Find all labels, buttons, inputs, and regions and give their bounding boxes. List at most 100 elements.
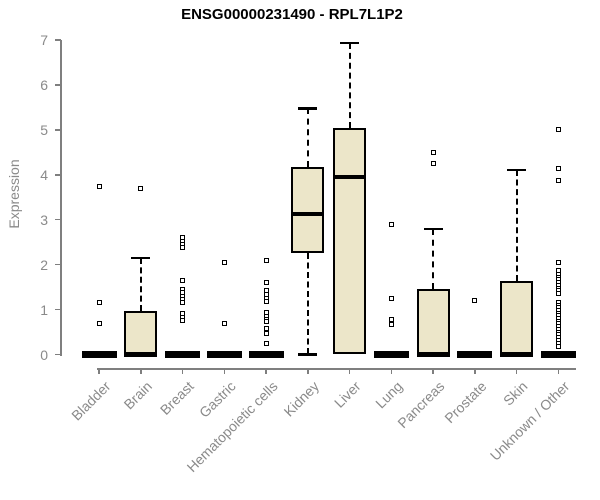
y-axis-tick <box>55 84 61 86</box>
unknown-other-outlier-point <box>555 291 561 297</box>
unknown-other-outlier-point <box>555 178 561 184</box>
bladder-collapsed-box <box>81 351 117 358</box>
x-axis-category-label-liver: Liver <box>331 378 364 411</box>
x-axis-category-label-skin: Skin <box>500 378 531 409</box>
kidney-box <box>291 166 325 253</box>
x-axis-tick <box>307 368 309 374</box>
gastric-collapsed-box <box>206 351 242 358</box>
pancreas-whisker-upper-cap <box>423 227 443 231</box>
y-axis-line <box>60 40 62 356</box>
unknown-other-collapsed-box <box>540 351 576 358</box>
x-axis-category-label-bladder: Bladder <box>67 378 114 424</box>
x-axis-tick <box>557 368 559 374</box>
breast-collapsed-box <box>165 351 200 358</box>
unknown-other-outlier-point <box>555 127 561 133</box>
pancreas-whisker-upper <box>432 229 434 289</box>
gastric-outlier-point <box>221 259 227 265</box>
kidney-whisker-upper-cap <box>298 107 318 110</box>
y-axis-tick-label: 6 <box>40 76 48 93</box>
breast-outlier-point <box>180 277 185 283</box>
y-axis-tick <box>55 308 61 311</box>
gastric-outlier-point <box>221 320 227 326</box>
x-axis-tick <box>348 368 351 374</box>
unknown-other-outlier-point <box>555 165 561 171</box>
hematopoietic-cells-outlier-point <box>263 257 269 263</box>
breast-outlier-point <box>180 245 185 251</box>
x-axis-tick <box>474 368 476 374</box>
kidney-whisker-upper <box>306 108 309 167</box>
x-axis-tick <box>223 368 225 374</box>
pancreas-outlier-point <box>430 160 436 166</box>
y-axis-tick-label: 7 <box>40 31 48 48</box>
y-axis-tick <box>55 353 61 356</box>
lung-outlier-point <box>388 317 394 323</box>
y-axis-tick <box>55 218 61 221</box>
x-axis-tick <box>98 368 100 374</box>
x-axis-category-label-breast: Breast <box>156 378 197 418</box>
lung-collapsed-box <box>373 351 409 358</box>
x-axis-category-label-lung: Lung <box>372 378 406 412</box>
brain-outlier-point <box>138 185 144 191</box>
hematopoietic-cells-outlier-point <box>263 340 269 346</box>
x-axis-tick <box>181 368 184 374</box>
skin-box <box>500 280 533 355</box>
pancreas-median-line <box>416 352 450 357</box>
hematopoietic-cells-outlier-point <box>263 280 269 286</box>
y-axis-tick <box>55 129 61 131</box>
pancreas-box <box>416 288 450 355</box>
skin-whisker-upper <box>515 169 518 281</box>
kidney-whisker-lower-cap <box>298 353 318 356</box>
unknown-other-outlier-point <box>555 259 561 265</box>
y-axis-tick <box>55 174 61 176</box>
y-axis-tick-label: 3 <box>40 211 48 228</box>
kidney-median-line <box>291 211 325 217</box>
hematopoietic-cells-collapsed-box <box>248 351 284 358</box>
x-axis-tick <box>390 368 392 374</box>
prostate-outlier-point <box>472 297 478 303</box>
hematopoietic-cells-outlier-point <box>263 299 269 305</box>
lung-outlier-point <box>388 221 394 227</box>
x-axis-tick <box>432 368 434 374</box>
bladder-outlier-point <box>96 300 102 306</box>
x-axis-category-label-kidney: Kidney <box>280 378 323 420</box>
x-axis-tick <box>515 368 518 374</box>
hematopoietic-cells-outlier-point <box>263 325 269 331</box>
y-axis-tick <box>55 263 61 266</box>
liver-median-line <box>333 174 366 180</box>
skin-whisker-upper-cap <box>507 168 526 172</box>
chart-title: ENSG00000231490 - RPL7L1P2 <box>181 6 403 23</box>
x-axis-category-label-prostate: Prostate <box>440 378 490 427</box>
x-axis-tick <box>265 368 267 374</box>
y-axis-tick <box>55 39 61 41</box>
y-axis-tick-label: 2 <box>40 256 48 273</box>
x-axis-category-label-brain: Brain <box>120 378 156 413</box>
pancreas-outlier-point <box>430 150 436 156</box>
brain-whisker-upper <box>139 257 142 311</box>
y-axis-tick-label: 5 <box>40 121 48 138</box>
unknown-other-outlier-point <box>555 343 561 349</box>
skin-median-line <box>500 352 533 357</box>
y-axis-tick-label: 1 <box>40 301 48 318</box>
breast-outlier-point <box>180 318 185 324</box>
lung-outlier-point <box>388 295 394 301</box>
x-axis-category-label-unknown-other: Unknown / Other <box>486 378 573 464</box>
liver-box <box>333 128 366 355</box>
x-axis-line <box>97 368 576 370</box>
kidney-whisker-lower <box>306 252 309 355</box>
brain-median-line <box>124 352 158 357</box>
y-axis-tick-label: 4 <box>40 166 48 183</box>
lung-outlier-point <box>388 322 394 328</box>
prostate-collapsed-box <box>457 351 493 358</box>
hematopoietic-cells-outlier-point <box>263 330 269 336</box>
breast-outlier-point <box>180 300 185 306</box>
liver-whisker-upper <box>348 43 351 129</box>
hematopoietic-cells-outlier-point <box>263 319 269 325</box>
bladder-outlier-point <box>96 320 102 326</box>
x-axis-tick <box>140 368 142 374</box>
brain-whisker-upper-cap <box>131 256 151 260</box>
brain-box <box>124 310 158 355</box>
y-axis-label: Expression <box>6 159 22 229</box>
bladder-outlier-point <box>96 183 102 189</box>
liver-whisker-upper-cap <box>340 41 359 45</box>
